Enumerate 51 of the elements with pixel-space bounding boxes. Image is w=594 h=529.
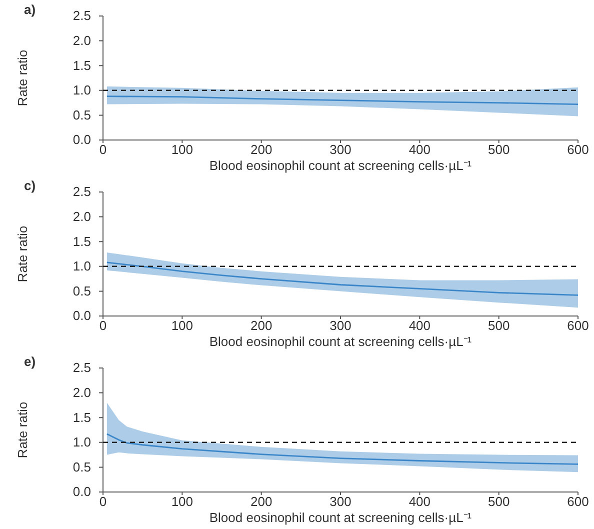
y-tick-label: 1.5 (72, 58, 91, 73)
y-tick-label: 2.0 (72, 384, 91, 400)
chart-title: a) (24, 2, 36, 17)
x-tick-label: 500 (488, 318, 510, 334)
x-tick-label: 100 (171, 318, 194, 334)
chart-title: c) (24, 178, 36, 193)
x-axis-title: Blood eosinophil count at screening cells·µL⁻¹ (209, 158, 472, 173)
x-tick-label: 600 (567, 142, 589, 158)
line-series (106, 262, 579, 296)
x-tick-label: 0 (99, 494, 107, 510)
x-tick-label: 300 (330, 318, 352, 334)
y-tick-label: 2.5 (72, 184, 91, 200)
y-axis-title: Rate ratio (15, 402, 30, 458)
x-tick-label: 0 (99, 142, 107, 158)
y-tick-label: 2.0 (72, 208, 91, 224)
x-tick-label: 300 (330, 494, 352, 510)
y-tick-label: 1.0 (72, 434, 91, 450)
x-tick-label: 400 (408, 494, 431, 510)
x-tick-label: 500 (488, 142, 510, 158)
x-tick-label: 200 (250, 318, 272, 334)
chart-title: e) (24, 354, 36, 369)
y-tick-label: 2.0 (72, 32, 91, 48)
x-tick-label: 400 (408, 142, 431, 158)
y-tick-label: 0.0 (72, 132, 91, 148)
x-tick-label: 200 (250, 494, 272, 510)
y-tick-label: 1.5 (72, 410, 91, 425)
x-axis-title: Blood eosinophil count at screening cells·µL⁻¹ (209, 334, 472, 349)
y-tick-label: 1.0 (72, 82, 91, 98)
y-axis-title: Rate ratio (15, 50, 30, 106)
y-tick-label: 0.5 (72, 107, 91, 122)
x-tick-label: 200 (250, 142, 272, 158)
y-tick-label: 1.5 (72, 234, 91, 249)
x-tick-label: 500 (488, 494, 510, 510)
x-tick-label: 600 (567, 318, 589, 334)
x-tick-label: 400 (408, 318, 431, 334)
y-tick-label: 0.5 (72, 459, 91, 474)
x-axis-title: Blood eosinophil count at screening cells·µL⁻¹ (209, 510, 472, 525)
x-tick-label: 300 (330, 142, 352, 158)
y-tick-label: 0.5 (72, 283, 91, 298)
y-tick-label: 2.5 (72, 8, 91, 24)
y-tick-label: 0.0 (72, 484, 91, 500)
x-tick-label: 100 (171, 142, 194, 158)
line-series (106, 96, 579, 105)
line-series (106, 433, 579, 465)
x-tick-label: 0 (99, 318, 107, 334)
y-tick-label: 2.5 (72, 360, 91, 376)
y-axis-title: Rate ratio (15, 226, 30, 282)
x-tick-label: 100 (171, 494, 194, 510)
y-tick-label: 0.0 (72, 308, 91, 324)
y-tick-label: 1.0 (72, 258, 91, 274)
x-tick-label: 600 (567, 494, 589, 510)
